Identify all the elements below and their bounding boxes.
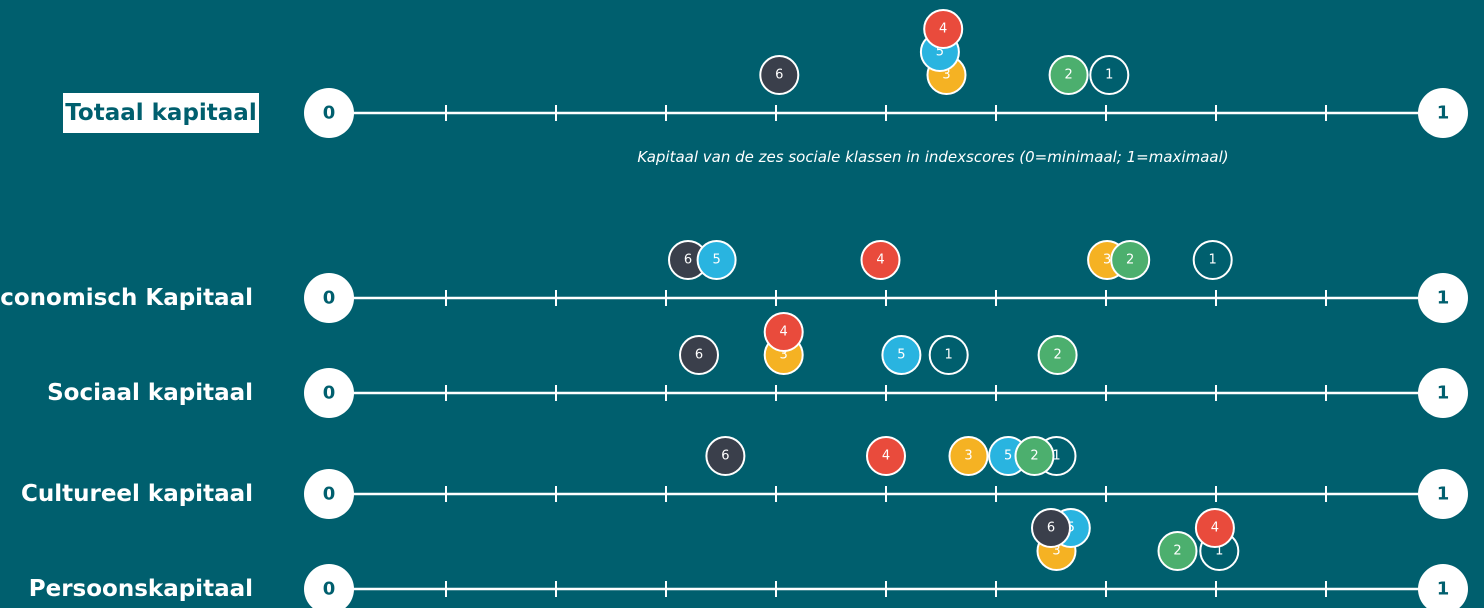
- dot-label: 1: [1209, 253, 1217, 268]
- x-tick-label: 0: [323, 579, 336, 600]
- class-dot: 1: [928, 335, 969, 375]
- dot: [763, 312, 804, 352]
- dot-label: 4: [1211, 521, 1219, 536]
- dot-label: 2: [1030, 449, 1038, 464]
- end-circle: [1418, 273, 1468, 323]
- end-circle: [1418, 469, 1468, 519]
- x-tick-label: 1: [1437, 383, 1450, 404]
- dot-label: 3: [780, 348, 788, 363]
- class-dot: 4: [860, 240, 901, 280]
- dot-label: 4: [876, 253, 884, 268]
- x-tick-label: 0: [323, 288, 336, 309]
- dot: [705, 436, 746, 476]
- class-dot: 6: [759, 55, 800, 95]
- dot: [881, 335, 922, 375]
- end-circle: [1418, 88, 1468, 138]
- dot: [928, 335, 969, 375]
- dot-label: 5: [712, 253, 720, 268]
- row-label: Sociaal kapitaal: [47, 380, 253, 406]
- dot: [759, 55, 800, 95]
- class-dot: 3: [948, 436, 989, 476]
- dot-label: 6: [721, 449, 729, 464]
- dot-label: 3: [964, 449, 972, 464]
- dot-label: 6: [1047, 521, 1055, 536]
- x-tick-label: 0: [323, 383, 336, 404]
- end-circle: [1418, 564, 1468, 608]
- dot-label: 2: [1126, 253, 1134, 268]
- dot: [1192, 240, 1233, 280]
- class-dot: 1: [1089, 55, 1130, 95]
- dot-label: 3: [1103, 253, 1111, 268]
- dot: [696, 240, 737, 280]
- dot: [1194, 508, 1235, 548]
- dot-label: 1: [945, 348, 953, 363]
- row-label: Cultureel kapitaal: [21, 481, 253, 507]
- dot: [948, 436, 989, 476]
- class-dot: 2: [1110, 240, 1151, 280]
- class-dot: 4: [923, 9, 964, 49]
- dot: [866, 436, 906, 476]
- dot: [1110, 240, 1151, 280]
- dot-label: 4: [780, 325, 788, 340]
- dot-label: 3: [1052, 544, 1060, 559]
- dot-label: 5: [897, 348, 905, 363]
- x-tick-label: 1: [1437, 288, 1450, 309]
- dot: [1048, 55, 1089, 95]
- dot: [1089, 55, 1130, 95]
- class-dot: 2: [1014, 436, 1055, 476]
- dot-label: 4: [882, 449, 890, 464]
- end-circle: [1418, 368, 1468, 418]
- x-tick-label: 1: [1437, 579, 1450, 600]
- axis-label: Kapitaal van de zes sociale klassen in i…: [637, 148, 1228, 166]
- label-box: [63, 93, 259, 133]
- end-circle: [304, 273, 354, 323]
- dot-label: 2: [1053, 348, 1061, 363]
- class-dot: 6: [1031, 508, 1071, 548]
- end-circle: [304, 469, 354, 519]
- dot-label: 2: [1173, 544, 1181, 559]
- dot-label: 1: [1215, 544, 1223, 559]
- class-dot: 6: [705, 436, 746, 476]
- class-dot: 5: [696, 240, 737, 280]
- x-tick-label: 0: [323, 484, 336, 505]
- class-dot: 4: [1194, 508, 1235, 548]
- class-dot: 2: [1157, 531, 1198, 571]
- dot: [1037, 335, 1078, 375]
- dot-label: 1: [1105, 68, 1113, 83]
- dot: [860, 240, 901, 280]
- end-circle: [304, 564, 354, 608]
- dot-label: 5: [1004, 449, 1012, 464]
- dot-label: 6: [684, 253, 692, 268]
- class-dot: 5: [881, 335, 922, 375]
- class-dot: 2: [1037, 335, 1078, 375]
- dot-label: 6: [695, 348, 703, 363]
- x-tick-label: 0: [323, 103, 336, 124]
- end-circle: [304, 368, 354, 418]
- dot-label: 3: [942, 68, 950, 83]
- dot: [1157, 531, 1198, 571]
- row-label: Totaal kapitaal: [65, 100, 256, 126]
- dot: [1014, 436, 1055, 476]
- class-dot: 2: [1048, 55, 1089, 95]
- x-tick-label: 1: [1437, 484, 1450, 505]
- dot-label: 5: [936, 45, 944, 60]
- end-circle: [304, 88, 354, 138]
- dot-label: 4: [939, 22, 947, 37]
- row-label: Persoonskapitaal: [29, 576, 253, 602]
- x-tick-label: 1: [1437, 103, 1450, 124]
- dot: [1031, 508, 1071, 548]
- dot-label: 1: [1052, 449, 1060, 464]
- class-dot: 6: [679, 335, 719, 375]
- row-label: Economisch Kapitaal: [0, 285, 253, 311]
- dot: [923, 9, 964, 49]
- dot-label: 6: [775, 68, 783, 83]
- dot-label: 2: [1064, 68, 1072, 83]
- dot: [679, 335, 719, 375]
- class-dot: 4: [763, 312, 804, 352]
- class-dot: 4: [866, 436, 906, 476]
- class-dot: 1: [1192, 240, 1233, 280]
